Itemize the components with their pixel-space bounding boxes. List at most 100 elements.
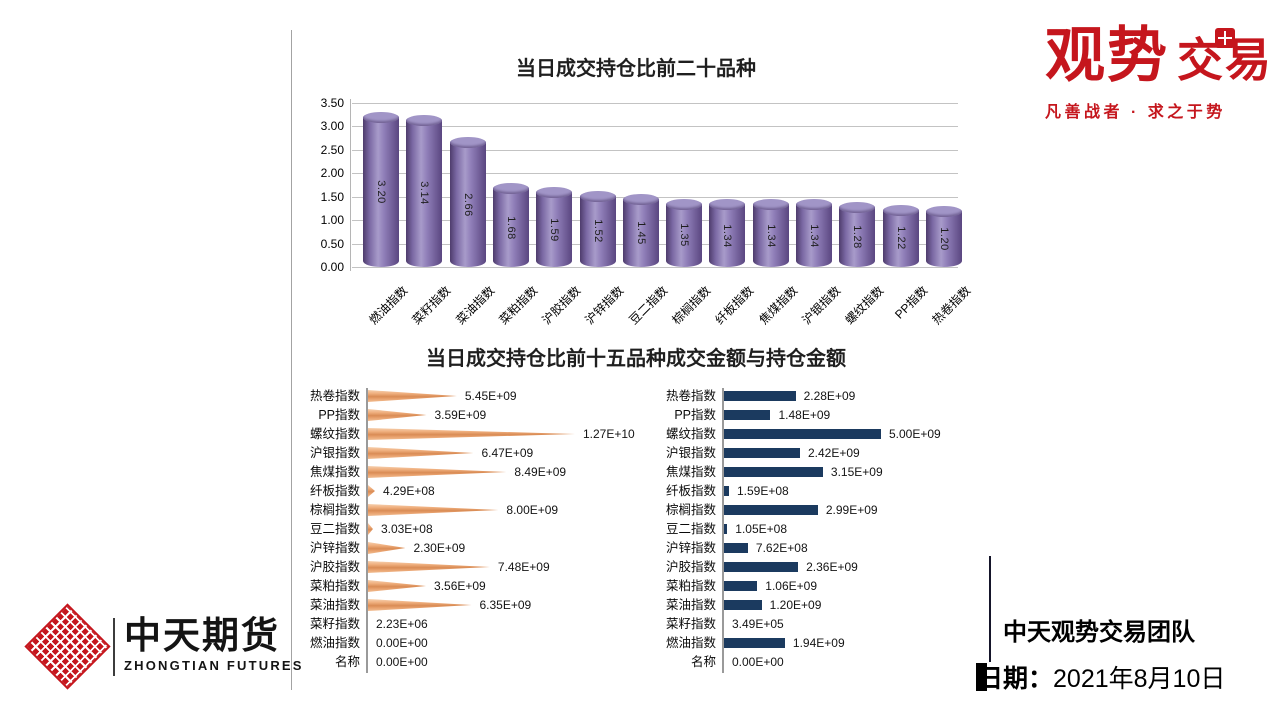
hbar-value-label: 1.20E+09	[769, 598, 822, 612]
top-chart-bar: 1.68	[492, 183, 529, 267]
hbar-category-label: 菜粕指数	[309, 579, 360, 593]
hbar-category-label: 菜粕指数	[665, 579, 716, 593]
top-chart-bar: 1.52	[579, 190, 616, 267]
hbar-category-label: 沪胶指数	[309, 560, 360, 574]
cylinder-cap	[882, 204, 919, 216]
hbar-category-label: 名称	[334, 655, 360, 669]
hbar-value-label: 5.00E+09	[889, 427, 941, 441]
hbar	[724, 391, 796, 401]
hbar	[724, 467, 823, 477]
top-chart-bar: 1.35	[666, 198, 703, 267]
cylinder-cap	[925, 205, 962, 217]
hbar-value-label: 1.05E+08	[735, 522, 788, 536]
zhongtian-futures-logo: 中天期货 ZHONGTIAN FUTURES	[23, 602, 301, 694]
y-axis-tick-label: 2.00	[320, 166, 344, 181]
team-name: 中天观势交易团队	[1003, 619, 1195, 646]
hbar-category-label: 棕榈指数	[309, 503, 360, 517]
hbar	[724, 410, 771, 420]
y-axis-tick-label: 1.00	[320, 213, 344, 228]
hbar-category-label: 沪胶指数	[665, 560, 716, 574]
cylinder-cap	[406, 114, 443, 126]
hbar-value-label: 6.35E+09	[479, 598, 532, 612]
hbar-category-label: PP指数	[318, 408, 360, 422]
cylinder-cap	[579, 190, 616, 202]
guanshi-trading-logo: 观势 交易 凡善战者 · 求之于势	[1045, 26, 1273, 122]
date-value: 2021年8月10日	[1053, 665, 1226, 693]
hbar-category-label: 燃油指数	[665, 636, 716, 650]
cylinder-cap	[536, 187, 573, 199]
top-chart-bar: 1.45	[622, 194, 659, 267]
diamond-pattern	[23, 602, 111, 690]
hbar-value-label: 2.23E+06	[376, 617, 428, 631]
hbar	[724, 638, 785, 648]
hbar-value-label: 3.56E+09	[434, 579, 486, 593]
hbar-category-label: 豆二指数	[665, 522, 716, 536]
hbar	[724, 429, 881, 439]
top-chart-title: 当日成交持仓比前二十品种	[516, 58, 756, 80]
hbar-value-label: 7.62E+08	[755, 541, 808, 555]
top-chart-bar: 1.28	[839, 202, 876, 267]
hbar-value-label: 3.59E+09	[434, 408, 487, 422]
category-axis-line	[722, 388, 724, 673]
hbar-value-label: 1.48E+09	[778, 408, 831, 422]
hbar-value-label: 4.29E+08	[382, 484, 435, 498]
hbar	[368, 523, 373, 535]
hbar-value-label: 2.30E+09	[413, 541, 466, 555]
logo-text-primary: 观势	[1045, 23, 1169, 89]
category-axis-line	[366, 388, 368, 673]
hbar-category-label: 菜籽指数	[309, 617, 360, 631]
hbar-category-label: 焦煤指数	[665, 465, 716, 479]
date-line: 日期：2021年8月10日	[978, 659, 1225, 695]
hbar-value-label: 6.47E+09	[481, 446, 534, 460]
top-chart-bar: 1.34	[752, 199, 789, 267]
hbar-category-label: 沪锌指数	[309, 541, 360, 555]
cylinder-cap	[752, 199, 789, 211]
top-chart-bar: 3.20	[363, 112, 399, 267]
hbar-value-label: 3.15E+09	[830, 465, 883, 479]
cylinder-cap	[363, 112, 399, 124]
content-divider-line	[291, 30, 292, 690]
y-axis-tick-label: 0.50	[320, 236, 344, 251]
zhongtian-diamond-mark-icon	[23, 602, 111, 690]
hbar-value-label: 0.00E+00	[376, 636, 428, 650]
cylinder-cap	[492, 183, 529, 195]
seal-stamp-icon	[1215, 28, 1235, 48]
hbar-value-label: 8.00E+09	[506, 503, 559, 517]
hbar-value-label: 0.00E+00	[376, 655, 428, 669]
hbar-category-label: 热卷指数	[665, 389, 716, 403]
hbar-value-label: 2.99E+09	[825, 503, 878, 517]
hbar-value-label: 2.42E+09	[807, 446, 860, 460]
hbar-category-label: 沪银指数	[309, 446, 360, 460]
hbar-value-label: 1.06E+09	[765, 579, 817, 593]
logo-tagline: 凡善战者 · 求之于势	[1045, 104, 1226, 121]
top-chart-bar: 1.20	[925, 205, 962, 267]
hbar-value-label: 3.49E+05	[732, 617, 784, 631]
zhongtian-en-name: ZHONGTIAN FUTURES	[124, 658, 304, 673]
hbar-category-label: 棕榈指数	[665, 503, 716, 517]
hbar-category-label: 热卷指数	[309, 389, 360, 403]
gridline	[352, 173, 958, 175]
hbar-category-label: 名称	[690, 655, 716, 669]
cylinder-cap	[666, 198, 703, 210]
hbar-value-label: 5.45E+09	[464, 389, 517, 403]
hbar-category-label: 菜油指数	[665, 598, 716, 612]
top-chart-bar: 2.66	[449, 137, 486, 267]
top-chart-bar: 1.34	[709, 199, 746, 267]
cylinder-cap	[449, 137, 486, 149]
hbar-category-label: 沪银指数	[665, 446, 716, 460]
hbar-category-label: 螺纹指数	[665, 427, 716, 441]
y-axis-tick-label: 3.50	[320, 96, 344, 110]
clipped-text-artifact	[976, 663, 987, 691]
cylinder-cap	[796, 199, 832, 211]
hbar-value-label: 7.48E+09	[497, 560, 550, 574]
hbar-value-label: 0.00E+00	[732, 655, 784, 669]
top-chart-bar: 1.22	[882, 204, 919, 267]
gridline	[352, 267, 958, 268]
gridline	[352, 126, 958, 128]
gridline	[352, 149, 958, 151]
hbar-category-label: 螺纹指数	[309, 427, 360, 441]
hbar-category-label: 纤板指数	[665, 484, 716, 498]
